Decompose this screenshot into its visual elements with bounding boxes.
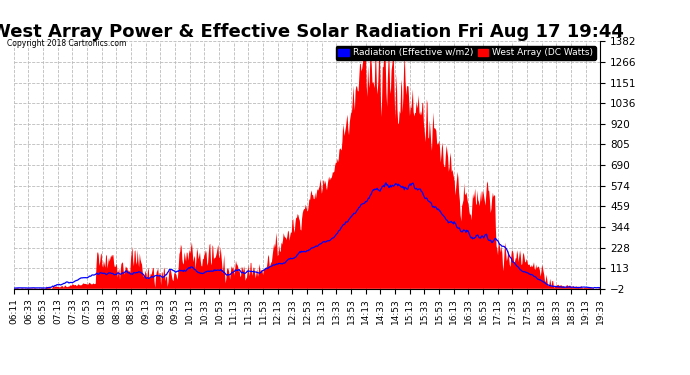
Legend: Radiation (Effective w/m2), West Array (DC Watts): Radiation (Effective w/m2), West Array (… <box>335 46 595 60</box>
Text: Copyright 2018 Cartronics.com: Copyright 2018 Cartronics.com <box>7 39 126 48</box>
Title: West Array Power & Effective Solar Radiation Fri Aug 17 19:44: West Array Power & Effective Solar Radia… <box>0 23 624 41</box>
